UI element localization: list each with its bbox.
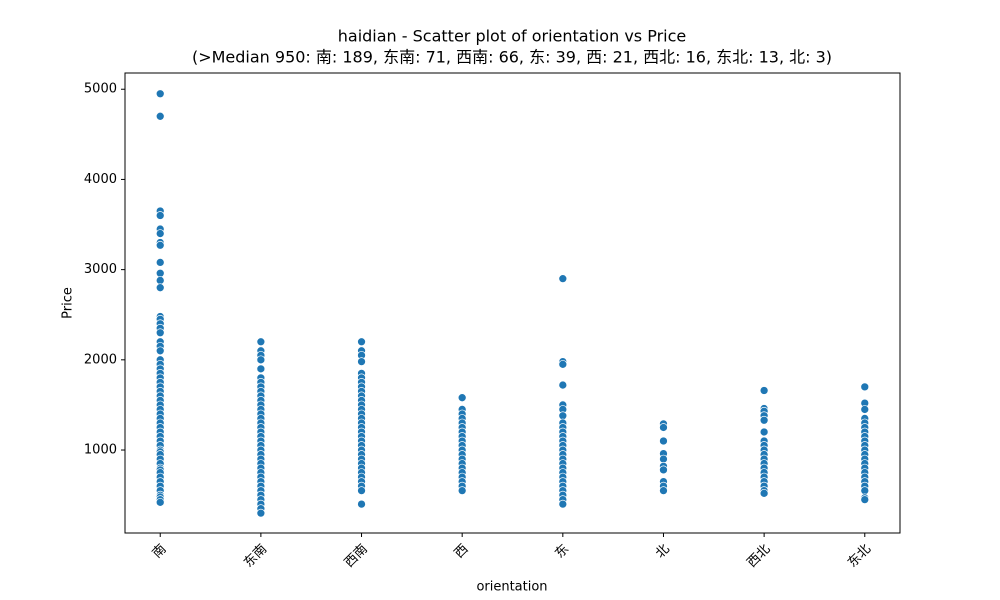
point	[759, 427, 769, 437]
point	[558, 411, 568, 421]
point	[659, 465, 668, 475]
x-tick-label: 东南	[240, 541, 270, 571]
point	[860, 495, 870, 504]
point	[256, 355, 266, 365]
x-tick-label: 西北	[744, 542, 773, 571]
point	[155, 328, 165, 338]
x-tick-label: 西南	[341, 541, 371, 571]
x-tick-label: 东	[552, 542, 572, 562]
chart-title: haidian - Scatter plot of orientation vs…	[338, 27, 686, 46]
point	[659, 436, 668, 446]
point	[155, 268, 165, 278]
point	[558, 499, 568, 509]
point	[860, 382, 870, 392]
point	[155, 283, 165, 293]
point	[155, 211, 165, 220]
y-tick-label: 4000	[84, 172, 117, 187]
y-tick-label: 5000	[84, 82, 117, 97]
point	[155, 497, 165, 507]
point	[659, 486, 668, 495]
point	[659, 423, 668, 432]
point	[357, 357, 366, 366]
chart-subtitle: (>Median 950: 南: 189, 东南: 71, 西南: 66, 东:…	[192, 48, 832, 67]
point	[155, 258, 165, 267]
point	[860, 486, 870, 495]
x-tick-label: 西	[452, 542, 472, 562]
point	[155, 111, 165, 121]
point	[759, 415, 769, 425]
point	[558, 380, 568, 390]
point	[457, 486, 467, 495]
y-tick-label: 1000	[84, 443, 117, 458]
point	[759, 488, 769, 498]
point	[457, 393, 467, 403]
point	[759, 386, 769, 395]
point	[155, 89, 165, 99]
point	[558, 274, 568, 283]
x-tick-label: 北	[653, 542, 673, 562]
point	[860, 405, 870, 414]
point	[155, 229, 165, 238]
y-axis-label: Price	[61, 287, 76, 319]
x-axis-label: orientation	[476, 580, 547, 595]
point	[256, 508, 266, 518]
point	[155, 240, 165, 250]
point	[256, 364, 266, 374]
x-tick-label: 东北	[845, 542, 874, 571]
y-tick-label: 3000	[84, 262, 117, 277]
y-tick-label: 2000	[84, 352, 117, 367]
point	[155, 346, 165, 356]
point	[357, 337, 366, 347]
point	[155, 276, 165, 285]
plot-frame	[124, 72, 901, 534]
point	[659, 454, 668, 464]
point	[256, 337, 266, 347]
point	[357, 499, 366, 509]
x-tick-label: 南	[149, 541, 170, 562]
point	[357, 486, 366, 495]
point	[558, 359, 568, 369]
